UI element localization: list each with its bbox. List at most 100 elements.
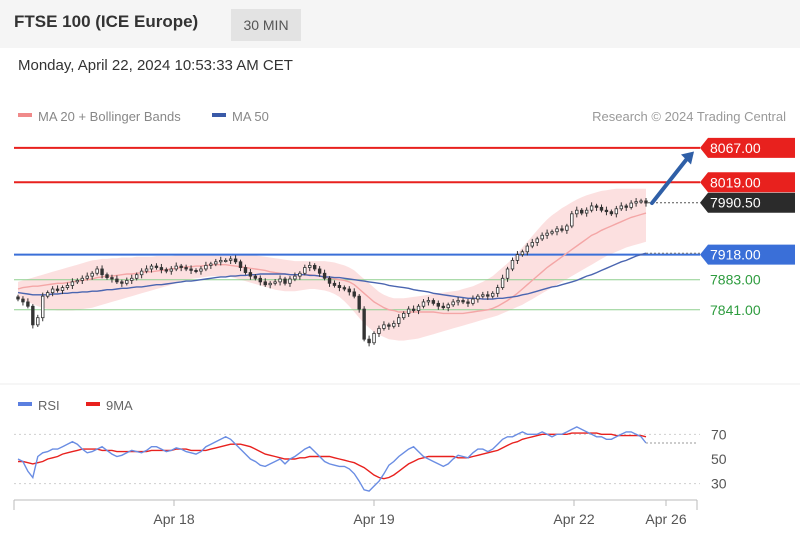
candle-body xyxy=(495,287,500,294)
candle-body xyxy=(110,277,114,280)
candle-body xyxy=(105,274,109,278)
candle-body xyxy=(125,280,129,284)
candle-body xyxy=(466,301,470,304)
candle-body xyxy=(312,264,317,270)
rsi-ma-line xyxy=(18,432,647,480)
candle-body xyxy=(263,281,267,286)
candle-body xyxy=(426,300,431,303)
price-tag xyxy=(700,137,795,158)
candle-body xyxy=(342,287,347,290)
candle-body xyxy=(540,234,544,240)
candle-body xyxy=(481,294,485,297)
research-credit: Research © 2024 Trading Central xyxy=(592,109,786,124)
price-tag-label: 7883.00 xyxy=(710,272,761,288)
candle-body xyxy=(26,301,30,307)
timeframe-button[interactable]: 30 MIN xyxy=(231,9,301,41)
candle-body xyxy=(411,308,416,311)
candle-body xyxy=(446,304,450,309)
rsi-legend-swatch xyxy=(86,402,100,406)
candle-body xyxy=(515,254,520,261)
rsi-legend-label: RSI xyxy=(38,398,60,413)
candle-body xyxy=(184,267,188,270)
candle-body xyxy=(392,323,396,327)
candle-body xyxy=(580,209,584,214)
candle-body xyxy=(505,268,510,279)
candle-body xyxy=(100,268,104,276)
candle-body xyxy=(154,265,159,268)
candle-body xyxy=(41,295,45,319)
bollinger-band-area xyxy=(18,188,646,341)
header-bar: FTSE 100 (ICE Europe) 30 MIN xyxy=(0,0,800,48)
rsi-tick-label: 50 xyxy=(711,451,727,467)
candle-body xyxy=(50,288,55,294)
candle-body xyxy=(510,259,515,270)
candle-body xyxy=(456,300,460,303)
price-tag-label: 8019.00 xyxy=(710,174,761,190)
candle-body xyxy=(476,295,480,300)
candle-body xyxy=(337,285,342,288)
price-tag-label: 8067.00 xyxy=(710,140,761,156)
candle-body xyxy=(243,267,248,273)
candle-body xyxy=(293,275,297,280)
candle-body xyxy=(397,317,401,324)
ma20-line xyxy=(17,212,647,315)
candle-body xyxy=(95,268,99,274)
candle-body xyxy=(619,205,623,210)
candle-body xyxy=(199,268,203,272)
candle-body xyxy=(327,277,332,284)
legend-swatch xyxy=(18,113,32,117)
candle-body xyxy=(317,268,322,274)
candle-body xyxy=(189,268,193,271)
candle-body xyxy=(352,291,356,297)
candle-body xyxy=(209,263,213,266)
candle-body xyxy=(520,251,525,256)
candle-body xyxy=(288,278,292,284)
candle-body xyxy=(382,324,386,329)
price-tag-label: 7841.00 xyxy=(710,302,761,318)
candle-body xyxy=(278,278,282,283)
candle-body xyxy=(308,264,312,268)
candle-body xyxy=(75,280,80,283)
candle-body xyxy=(258,277,262,283)
candle-body xyxy=(545,232,549,236)
legend-label: MA 50 xyxy=(232,109,269,124)
price-tag xyxy=(700,244,795,265)
candle-body xyxy=(441,305,445,309)
candle-body xyxy=(535,238,539,243)
candle-body xyxy=(90,272,94,277)
candle-body xyxy=(194,270,198,273)
candle-body xyxy=(238,261,243,268)
candle-body xyxy=(322,272,327,279)
candle-body xyxy=(416,305,421,311)
price-tag-label: 7990.50 xyxy=(710,195,761,211)
candle-body xyxy=(214,261,218,265)
candle-body xyxy=(421,301,426,307)
candle-body xyxy=(204,264,208,270)
candle-body xyxy=(367,338,371,344)
candle-body xyxy=(134,274,139,279)
candle-body xyxy=(634,201,638,204)
candle-body xyxy=(253,275,258,279)
candle-body xyxy=(174,265,178,270)
legend-swatch xyxy=(212,113,226,117)
x-tick-label: Apr 18 xyxy=(153,511,194,527)
candle-body xyxy=(85,275,89,279)
candle-body xyxy=(639,200,643,203)
candle-body xyxy=(80,277,84,281)
price-tag xyxy=(700,192,795,213)
candle-body xyxy=(500,277,505,288)
candle-body xyxy=(560,228,564,231)
candle-body xyxy=(120,281,124,284)
candle-body xyxy=(471,298,475,304)
price-tag xyxy=(700,172,795,193)
candle-body xyxy=(377,328,381,334)
candle-body xyxy=(599,206,604,211)
projection-arrow xyxy=(650,155,690,206)
candle-body xyxy=(624,205,628,208)
candle-body xyxy=(594,205,599,208)
candle-body xyxy=(332,282,337,286)
candle-body xyxy=(159,267,164,271)
instrument-title: FTSE 100 (ICE Europe) xyxy=(14,12,199,31)
candle-body xyxy=(70,281,75,286)
candle-body xyxy=(629,202,633,208)
